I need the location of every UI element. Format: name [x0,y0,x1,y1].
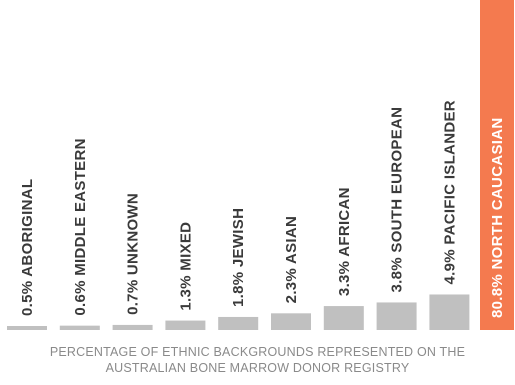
bar-label-jewish: 1.8% JEWISH [230,208,247,307]
ethnic-background-bar-chart: 0.5% ABORIGINAL 0.6% MIDDLE EASTERN 0.7% U… [0,0,515,340]
bar-label-unknown: 0.7% UNKNOWN [125,193,142,315]
bar-label-south-european: 3.8% SOUTH EUROPEAN [389,107,406,293]
bar-label-asian: 2.3% ASIAN [283,216,300,303]
bar-label-pacific-islander: 4.9% PACIFIC ISLANDER [441,100,458,284]
bar-label-mixed: 1.3% MIXED [177,222,194,311]
bar-middle-eastern [60,326,100,330]
bar-label-aboriginal: 0.5% ABORIGINAL [19,179,36,316]
bar-mixed [165,321,205,330]
bar-south-european [377,302,417,330]
bar-unknown [113,325,153,330]
bar-asian [271,313,311,330]
caption-line-1: PERCENTAGE OF ETHNIC BACKGROUNDS REPRESE… [0,344,515,360]
bar-african [324,306,364,330]
bar-label-middle-eastern: 0.6% MIDDLE EASTERN [72,138,89,315]
bar-pacific-islander [429,294,469,330]
bar-jewish [218,317,258,330]
bar-aboriginal [7,326,47,330]
bar-label-north-caucasian: 80.8% NORTH CAUCASIAN [489,118,506,319]
chart-caption: PERCENTAGE OF ETHNIC BACKGROUNDS REPRESE… [0,344,515,376]
bar-label-african: 3.3% AFRICAN [336,187,353,296]
caption-line-2: AUSTRALIAN BONE MARROW DONOR REGISTRY [0,360,515,376]
